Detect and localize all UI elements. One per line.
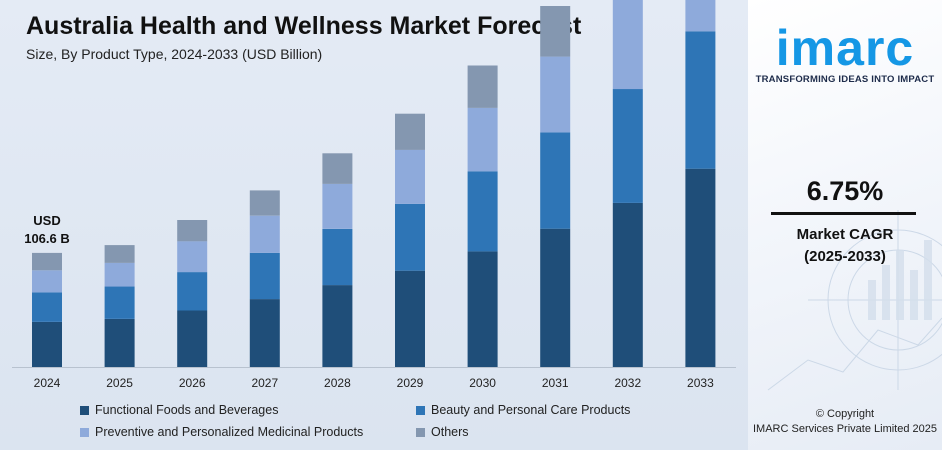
bar-segment-2025-s0 xyxy=(104,319,135,367)
x-tick-label: 2028 xyxy=(324,376,351,390)
bar-segment-2030-s3 xyxy=(467,65,498,108)
legend-swatch xyxy=(416,427,425,437)
bar-segment-2027-s0 xyxy=(249,299,280,367)
copyright-text: © Copyright xyxy=(815,408,875,420)
bar-segment-2031-s2 xyxy=(540,56,571,133)
bar-segment-2029-s2 xyxy=(395,149,425,204)
logo-tagline: TRANSFORMING IDEAS INTO IMPACT xyxy=(755,74,935,85)
bar-segment-2031-s1 xyxy=(540,132,571,229)
bar-segment-2029-s3 xyxy=(395,113,425,150)
brand-panel: imarc TRANSFORMING IDEAS INTO IMPACT 6.7… xyxy=(748,0,942,450)
bar-segment-2027-s2 xyxy=(249,215,280,253)
bar-segment-2030-s1 xyxy=(467,171,498,252)
legend-label: Preventive and Personalized Medicinal Pr… xyxy=(95,425,364,439)
bar-segment-2032-s1 xyxy=(612,89,643,203)
x-tick-label: 2027 xyxy=(251,376,278,390)
bar-segment-2025-s3 xyxy=(104,245,135,263)
bar-segment-2028-s3 xyxy=(322,153,353,184)
legend-item: Others xyxy=(416,425,469,439)
chart-panel: Australia Health and Wellness Market For… xyxy=(0,0,748,450)
x-tick-label: 2024 xyxy=(34,376,61,390)
legend-item: Functional Foods and Beverages xyxy=(80,403,278,417)
x-tick-label: 2033 xyxy=(687,376,714,390)
total-annotation-unit: USD xyxy=(33,213,60,228)
x-tick-label: 2026 xyxy=(179,376,206,390)
x-tick-label: 2031 xyxy=(542,376,569,390)
bar-segment-2032-s2 xyxy=(612,0,643,90)
cagr-label: Market CAGR xyxy=(796,226,894,243)
bar-segment-2032-s0 xyxy=(612,202,643,367)
bar-segment-2033-s2 xyxy=(685,0,716,32)
bar-segment-2031-s0 xyxy=(540,228,571,367)
bar-segment-2024-s0 xyxy=(32,322,62,367)
bar-segment-2033-s0 xyxy=(685,168,716,367)
bar-segment-2028-s1 xyxy=(322,228,353,286)
x-tick-label: 2029 xyxy=(397,376,424,390)
legend-label: Functional Foods and Beverages xyxy=(95,403,279,417)
imarc-logo: imarc xyxy=(775,20,915,76)
stacked-bar-chart: 2024 2025 2026 2027 2028 2029 2030 2031 2032 2033… xyxy=(12,0,736,390)
bar-segment-2027-s3 xyxy=(249,190,280,216)
x-tick-label: 2030 xyxy=(469,376,496,390)
bar-segment-2027-s1 xyxy=(249,252,280,300)
bar-segment-2024-s3 xyxy=(32,252,62,271)
total-annotation-value: 106.6 B xyxy=(24,231,70,246)
company-text: IMARC Services Private Limited 2025 xyxy=(752,423,937,435)
decorative-background-graphic xyxy=(767,210,942,391)
bar-segment-2031-s3 xyxy=(540,6,571,57)
bar-segment-2026-s0 xyxy=(177,310,208,367)
bar-segment-2026-s1 xyxy=(177,272,208,311)
legend-item: Preventive and Personalized Medicinal Pr… xyxy=(80,425,363,439)
legend-swatch xyxy=(80,427,89,437)
bar-segment-2029-s1 xyxy=(395,203,425,271)
legend-item: Beauty and Personal Care Products xyxy=(416,403,630,417)
legend-label: Beauty and Personal Care Products xyxy=(431,403,631,417)
bar-segment-2028-s0 xyxy=(322,285,353,367)
bar-segment-2030-s2 xyxy=(467,107,498,172)
bar-segment-2025-s1 xyxy=(104,286,135,319)
cagr-divider xyxy=(771,212,916,215)
bar-segment-2024-s1 xyxy=(32,292,62,322)
bar-segment-2024-s2 xyxy=(32,270,62,293)
bar-segment-2029-s0 xyxy=(395,270,425,367)
cagr-period: (2025-2033) xyxy=(804,248,886,265)
x-tick-label: 2025 xyxy=(106,376,133,390)
bar-segment-2030-s0 xyxy=(467,251,498,367)
bar-segment-2026-s2 xyxy=(177,241,208,273)
bar-segment-2033-s1 xyxy=(685,31,716,169)
chart-title: Australia Health and Wellness Market For… xyxy=(26,12,582,40)
bar-segment-2028-s2 xyxy=(322,183,353,229)
x-tick-label: 2032 xyxy=(614,376,641,390)
legend-swatch xyxy=(80,405,89,415)
chart-subtitle: Size, By Product Type, 2024-2033 (USD Bi… xyxy=(26,46,323,62)
bar-segment-2026-s3 xyxy=(177,220,208,242)
cagr-value: 6.75% xyxy=(806,176,884,206)
legend-label: Others xyxy=(431,425,469,439)
legend-swatch xyxy=(416,405,425,415)
bar-segment-2025-s2 xyxy=(104,262,135,287)
